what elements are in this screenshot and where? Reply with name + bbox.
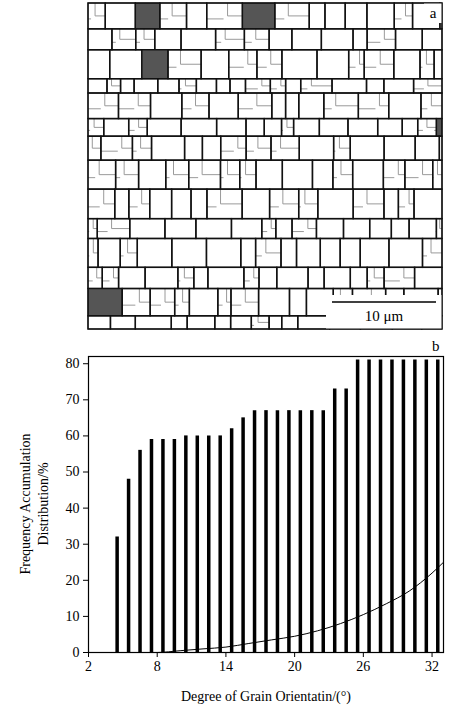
svg-text:10 μm: 10 μm <box>365 308 404 324</box>
svg-text:26: 26 <box>356 659 370 674</box>
svg-text:b: b <box>432 338 440 354</box>
svg-text:80: 80 <box>66 356 80 371</box>
svg-text:0: 0 <box>73 645 80 660</box>
svg-text:70: 70 <box>66 392 80 407</box>
svg-text:30: 30 <box>66 537 80 552</box>
svg-text:14: 14 <box>219 659 233 674</box>
svg-text:60: 60 <box>66 428 80 443</box>
svg-text:50: 50 <box>66 464 80 479</box>
svg-text:Degree of Grain Orientatin/(°): Degree of Grain Orientatin/(°) <box>181 689 351 705</box>
svg-text:a: a <box>430 5 437 21</box>
svg-text:10: 10 <box>66 609 80 624</box>
svg-text:32: 32 <box>425 659 439 674</box>
svg-text:Frequency AccumulationDistribu: Frequency AccumulationDistribution/% <box>18 433 51 574</box>
svg-text:8: 8 <box>154 659 161 674</box>
svg-text:20: 20 <box>288 659 302 674</box>
svg-text:2: 2 <box>85 659 92 674</box>
svg-text:40: 40 <box>66 501 80 516</box>
svg-text:20: 20 <box>66 573 80 588</box>
